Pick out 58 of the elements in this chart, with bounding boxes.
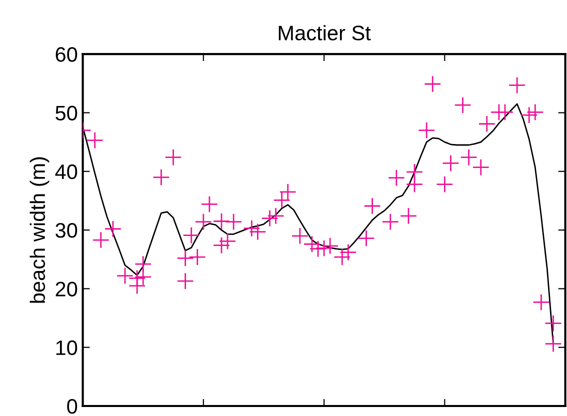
point bbox=[249, 223, 266, 240]
point bbox=[116, 267, 134, 284]
point bbox=[261, 210, 278, 227]
point bbox=[358, 230, 375, 247]
point bbox=[406, 176, 424, 193]
point bbox=[472, 158, 490, 176]
point bbox=[176, 272, 194, 290]
y-tick-label: 10 bbox=[56, 340, 78, 356]
y-tick-label: 30 bbox=[56, 223, 78, 238]
y-tick-label: 0 bbox=[67, 399, 78, 414]
point bbox=[212, 236, 230, 254]
point bbox=[382, 213, 399, 230]
point bbox=[188, 248, 206, 266]
y-tick-label: 40 bbox=[55, 164, 78, 180]
point bbox=[508, 76, 526, 94]
point bbox=[388, 169, 406, 186]
point bbox=[364, 197, 381, 215]
point bbox=[442, 154, 460, 172]
point bbox=[224, 213, 242, 230]
point bbox=[340, 244, 357, 261]
point bbox=[176, 250, 194, 267]
point bbox=[436, 176, 454, 193]
point bbox=[424, 75, 442, 93]
point bbox=[303, 236, 321, 253]
point bbox=[418, 122, 436, 139]
point bbox=[478, 115, 496, 132]
point bbox=[291, 227, 309, 245]
point bbox=[315, 240, 333, 257]
point bbox=[544, 314, 562, 332]
point bbox=[200, 196, 218, 213]
point bbox=[104, 220, 122, 238]
point bbox=[218, 232, 236, 250]
point bbox=[267, 207, 284, 225]
point bbox=[92, 231, 110, 249]
point bbox=[334, 248, 351, 266]
y-tick-label: 60 bbox=[56, 47, 78, 62]
point bbox=[194, 213, 212, 230]
point bbox=[321, 237, 339, 254]
point bbox=[164, 148, 182, 166]
point bbox=[400, 207, 418, 225]
point bbox=[86, 132, 104, 149]
point bbox=[243, 220, 260, 237]
y-tick-label: 50 bbox=[56, 106, 78, 120]
point bbox=[526, 104, 544, 121]
point bbox=[520, 106, 538, 124]
y-tick-label: 20 bbox=[56, 282, 78, 296]
point bbox=[212, 212, 230, 230]
point bbox=[532, 294, 550, 311]
point bbox=[182, 226, 200, 244]
chart-title: Mactier St bbox=[278, 25, 371, 40]
point bbox=[152, 168, 170, 186]
point bbox=[460, 148, 478, 166]
point bbox=[496, 104, 514, 121]
point bbox=[544, 335, 562, 352]
point bbox=[309, 240, 327, 258]
point bbox=[454, 96, 472, 114]
y-axis-title: beach width (m) bbox=[30, 157, 50, 303]
point bbox=[128, 270, 146, 287]
